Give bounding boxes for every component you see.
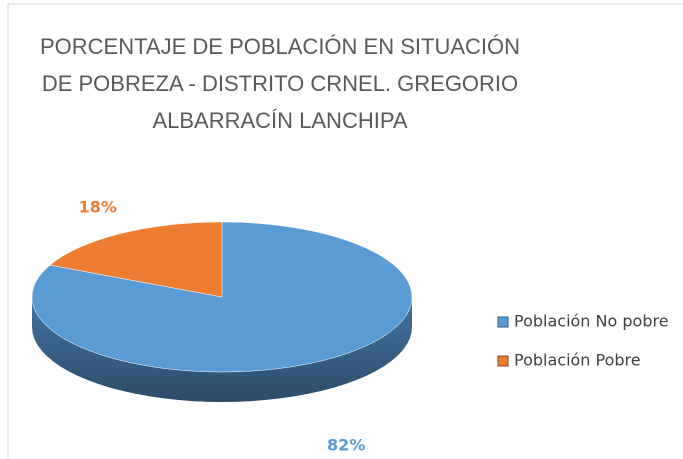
legend-label: Población Pobre xyxy=(514,351,641,370)
data-label: 18% xyxy=(79,197,117,216)
slice xyxy=(49,221,223,298)
data-label: 82% xyxy=(327,436,365,455)
chart-title: PORCENTAJE DE POBLACIÓN EN SITUACIÓN DE … xyxy=(40,34,521,133)
slice-side-shade xyxy=(32,297,412,402)
legend-label: Población No pobre xyxy=(514,312,669,331)
legend-swatch xyxy=(497,316,509,328)
legend-swatch xyxy=(497,355,509,367)
